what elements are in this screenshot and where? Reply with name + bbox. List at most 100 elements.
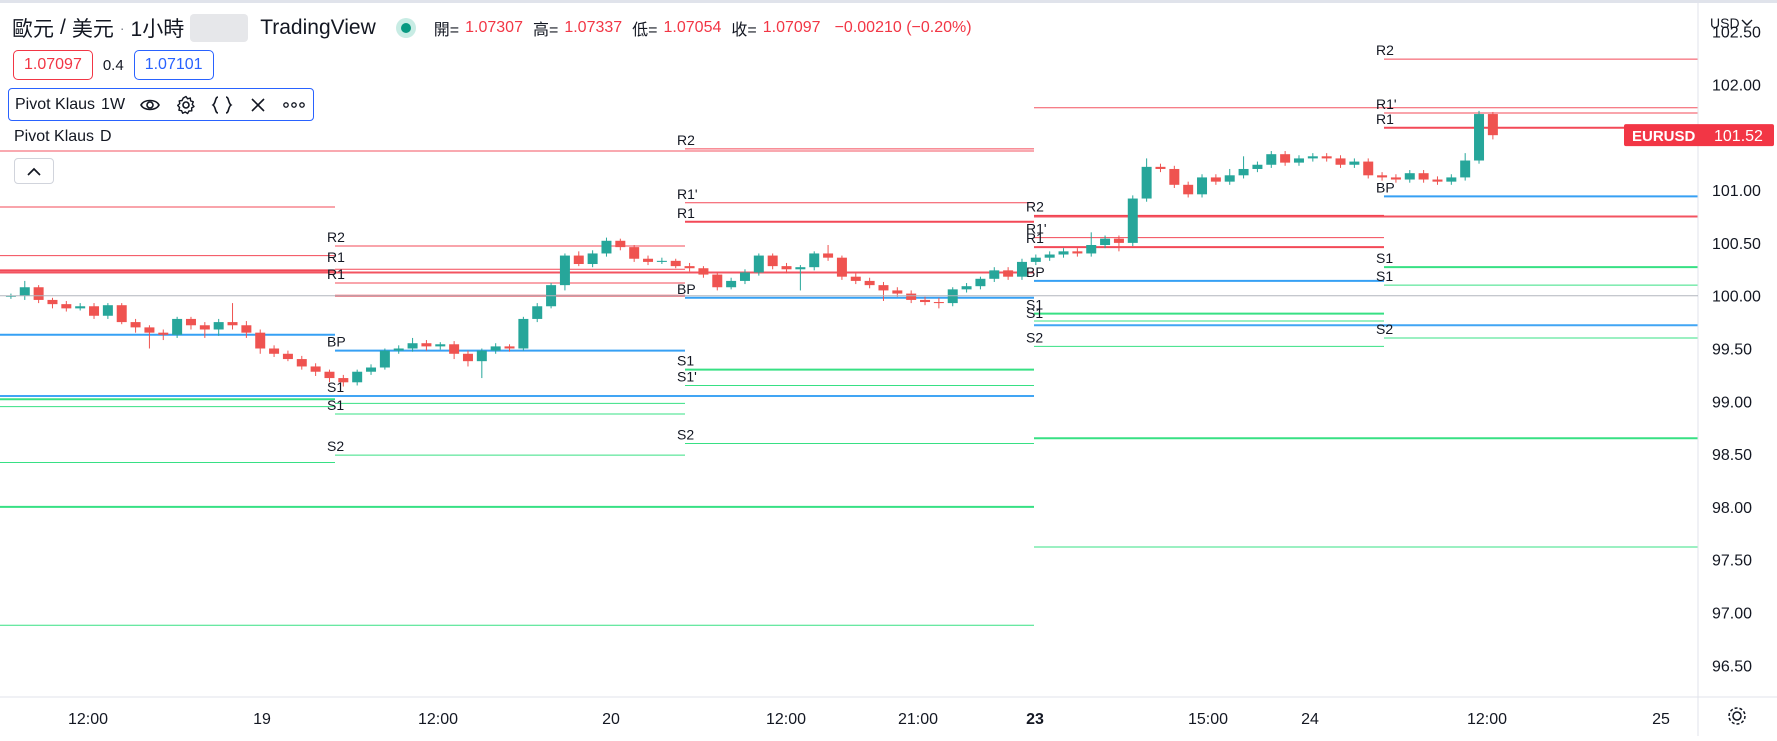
candle-body — [878, 285, 889, 291]
pivot-level-label: S1 — [327, 397, 344, 413]
candle-body — [1113, 238, 1124, 243]
candle-body — [1197, 177, 1208, 195]
candle — [1003, 267, 1014, 280]
last-price-symbol: EURUSD — [1632, 128, 1696, 145]
candle — [559, 253, 570, 291]
candle-body — [1086, 245, 1097, 254]
candle-body — [116, 305, 127, 323]
candle-body — [144, 327, 155, 333]
symbol-base[interactable]: 歐元 — [12, 18, 54, 41]
source-name: TradingView — [260, 16, 376, 39]
candle-body — [933, 302, 944, 304]
price-tick-label: 101.00 — [1712, 183, 1761, 200]
indicator-legend-daily[interactable]: Pivot Klaus D — [14, 128, 112, 146]
candle — [282, 350, 293, 362]
candle-body — [75, 306, 86, 309]
gear-icon[interactable] — [175, 94, 197, 116]
pivot-level-label: R1' — [1026, 221, 1047, 237]
time-tick-label: 12:00 — [766, 711, 806, 728]
candle — [1030, 254, 1041, 266]
candle — [1072, 248, 1083, 257]
time-tick-label: 12:00 — [68, 711, 108, 728]
candle — [795, 265, 806, 291]
last-price-value: 101.52 — [1714, 128, 1763, 145]
pivot-level-label: R1 — [677, 205, 695, 221]
close-icon[interactable] — [247, 94, 269, 116]
candle-body — [130, 322, 141, 328]
candle-body — [172, 318, 183, 335]
price-tick-label: 100.50 — [1712, 236, 1761, 253]
candle — [809, 251, 820, 271]
candle — [1363, 158, 1374, 179]
candle — [379, 348, 390, 370]
candle-body — [1432, 179, 1443, 182]
candle — [102, 303, 113, 319]
candle — [1349, 158, 1360, 168]
candle — [1058, 248, 1069, 258]
symbol-quote[interactable]: 美元 — [71, 18, 114, 41]
candle-body — [947, 289, 958, 304]
eye-icon[interactable] — [139, 94, 161, 116]
candle — [1266, 151, 1277, 168]
candle — [227, 303, 238, 330]
indicator-interval: D — [100, 128, 112, 145]
candle-body — [504, 346, 515, 349]
currency-label: USD — [1710, 15, 1740, 31]
candle — [352, 369, 363, 386]
time-tick-label: 21:00 — [898, 711, 938, 728]
collapse-legend-button[interactable] — [14, 158, 54, 184]
candle-body — [795, 267, 806, 270]
candle — [920, 296, 931, 306]
pivot-level-label: R2 — [327, 229, 345, 245]
candle — [1390, 174, 1401, 183]
candle — [1474, 110, 1485, 164]
candle-body — [5, 295, 16, 297]
candle-body — [1446, 177, 1457, 182]
indicator-legend-weekly[interactable]: Pivot Klaus 1W — [8, 88, 315, 121]
candle — [643, 255, 654, 266]
candle — [1252, 161, 1263, 173]
buy-price-button[interactable]: 1.07101 — [133, 50, 214, 80]
high-label: 高= — [532, 22, 559, 39]
candle-body — [213, 322, 224, 330]
candle-body — [906, 293, 917, 300]
last-price-badge — [1624, 124, 1774, 147]
candle — [366, 364, 377, 375]
candle-body — [1418, 173, 1429, 180]
candle-body — [1280, 154, 1291, 163]
candle-body — [1044, 254, 1055, 258]
candle — [629, 245, 640, 262]
candle-body — [1335, 158, 1346, 165]
candle — [933, 297, 944, 309]
candle — [462, 350, 473, 367]
source-code-icon[interactable] — [211, 94, 233, 116]
candle-body — [1238, 168, 1249, 176]
indicator-title[interactable]: Pivot Klaus 1W — [15, 96, 125, 114]
pivot-level-label: R1 — [1376, 111, 1394, 127]
time-tick-label: 20 — [602, 711, 620, 728]
candle — [1044, 251, 1055, 261]
candle-body — [241, 325, 252, 333]
more-options-icon[interactable] — [283, 94, 305, 116]
interval-label[interactable]: 1小時 — [130, 18, 185, 41]
candle-body — [712, 274, 723, 288]
pivot-level-label: S1 — [1026, 297, 1043, 313]
price-tick-label: 102.00 — [1712, 77, 1761, 94]
candle-body — [850, 276, 861, 281]
candle — [961, 283, 972, 293]
candle-body — [1100, 238, 1111, 246]
candle-body — [462, 353, 473, 362]
candle-body — [227, 322, 238, 326]
candle — [310, 363, 321, 376]
sell-price-button[interactable]: 1.07097 — [13, 50, 93, 80]
pivot-labels: R2R1BPS1S2R1S1R2R1'R1BPS1S1'S2R2R1'R1BPS… — [327, 42, 1397, 454]
candle-body — [975, 278, 986, 287]
candle — [698, 266, 709, 278]
candle-body — [1169, 168, 1180, 185]
candle — [393, 345, 404, 354]
spread-value: 0.4 — [102, 56, 124, 74]
candle-body — [1155, 166, 1166, 169]
